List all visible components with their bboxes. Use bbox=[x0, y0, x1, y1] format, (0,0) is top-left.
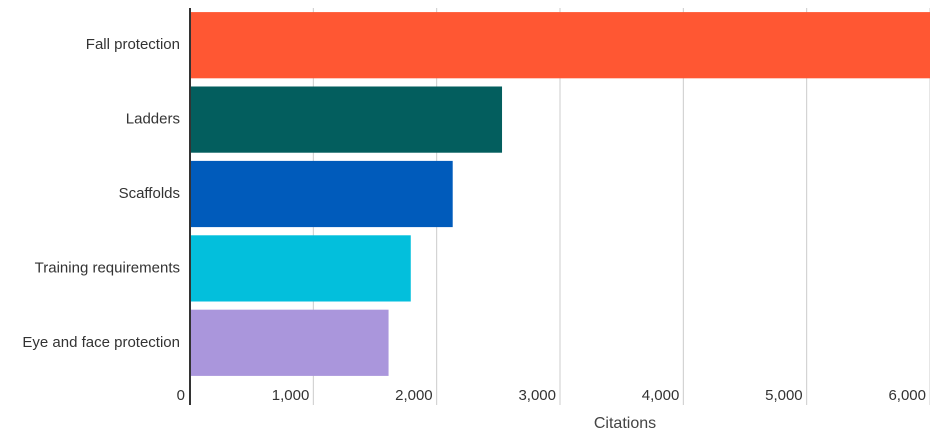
x-tick-label: 0 bbox=[177, 387, 185, 404]
x-tick-label: 2,000 bbox=[395, 387, 433, 404]
bar-training-requirements bbox=[190, 235, 411, 302]
category-label: Scaffolds bbox=[119, 185, 180, 202]
category-label: Ladders bbox=[126, 111, 180, 128]
category-label: Fall protection bbox=[86, 36, 180, 53]
x-tick-label: 5,000 bbox=[765, 387, 803, 404]
category-label: Eye and face protection bbox=[22, 334, 180, 351]
bar-scaffolds bbox=[190, 160, 453, 228]
x-tick-label: 3,000 bbox=[518, 387, 556, 404]
bar-eye-and-face-protection bbox=[190, 309, 389, 376]
x-tick-labels: 0 1,000 2,000 3,000 4,000 5,000 6,000 bbox=[177, 387, 926, 404]
x-tick-label: 4,000 bbox=[642, 387, 680, 404]
x-tick-label: 1,000 bbox=[272, 387, 310, 404]
bars bbox=[190, 12, 930, 376]
x-axis-title: Citations bbox=[594, 415, 656, 432]
category-label: Training requirements bbox=[35, 259, 180, 276]
category-labels: Fall protection Ladders Scaffolds Training … bbox=[22, 36, 180, 351]
bar-fall-protection bbox=[190, 12, 930, 79]
bar-ladders bbox=[190, 86, 503, 153]
x-tick-label: 6,000 bbox=[888, 387, 926, 404]
